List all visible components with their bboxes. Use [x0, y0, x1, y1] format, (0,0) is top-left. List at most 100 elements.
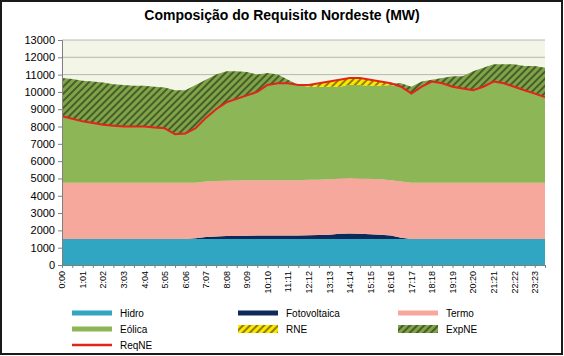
tick-mark [154, 265, 155, 268]
tick-mark [93, 265, 94, 268]
x-tick: 9:09 [242, 265, 252, 289]
tick-mark [226, 265, 227, 268]
x-tick: 5:05 [160, 265, 170, 289]
legend-label: Eólica [120, 324, 148, 335]
area-series [62, 64, 545, 134]
legend-swatch [398, 311, 438, 316]
tick-mark [463, 265, 464, 268]
chart-svg: 0100020003000400050006000700080009000100… [0, 0, 564, 356]
x-tick [422, 265, 423, 268]
tick-mark [381, 265, 382, 268]
legend-swatch [72, 344, 112, 347]
x-tick [442, 265, 443, 268]
tick-label: 10000 [24, 86, 55, 98]
y-axis: 0100020003000400050006000700080009000100… [24, 34, 62, 271]
x-tick [196, 265, 197, 268]
legend-label: Termo [446, 308, 474, 319]
area-series [62, 239, 545, 265]
legend-swatch [238, 311, 278, 316]
tick-mark [62, 265, 63, 268]
y-tick: 5000 [31, 172, 62, 184]
y-tick: 3000 [31, 207, 62, 219]
tick-label: 6:06 [181, 271, 191, 289]
tick-mark [58, 213, 62, 214]
y-tick: 6000 [31, 155, 62, 167]
tick-mark [58, 265, 62, 266]
tick-mark [339, 265, 340, 268]
x-tick [504, 265, 505, 268]
y-tick: 2000 [31, 224, 62, 236]
area-series [62, 178, 545, 239]
tick-mark [58, 57, 62, 58]
tick-label: 3:03 [119, 271, 129, 289]
tick-label: 10:10 [263, 271, 273, 294]
tick-label: 8000 [31, 121, 55, 133]
y-tick: 12000 [24, 51, 62, 63]
x-tick: 13:13 [325, 265, 335, 294]
y-tick: 8000 [31, 121, 62, 133]
x-tick [134, 265, 135, 268]
legend-item: Fotovoltaica [238, 308, 340, 319]
x-tick: 14:14 [345, 265, 355, 294]
tick-label: 1000 [31, 242, 55, 254]
tick-mark [58, 109, 62, 110]
legend-item: ReqNE [72, 340, 153, 351]
tick-mark [103, 265, 104, 268]
tick-mark [237, 265, 238, 268]
tick-label: 22:22 [510, 271, 520, 294]
tick-mark [216, 265, 217, 268]
tick-label: 15:15 [366, 271, 376, 294]
tick-mark [58, 230, 62, 231]
tick-mark [370, 265, 371, 268]
tick-label: 12000 [24, 51, 55, 63]
tick-mark [329, 265, 330, 268]
tick-mark [58, 144, 62, 145]
x-tick [237, 265, 238, 268]
tick-mark [473, 265, 474, 268]
x-tick [216, 265, 217, 268]
legend-swatch [72, 311, 112, 316]
x-tick: 0:00 [57, 265, 67, 289]
y-tick: 0 [49, 259, 62, 271]
tick-mark [247, 265, 248, 268]
x-tick [463, 265, 464, 268]
tick-label: 23:23 [530, 271, 540, 294]
tick-mark [58, 178, 62, 179]
legend-item: ExpNE [398, 324, 477, 335]
y-tick: 4000 [31, 190, 62, 202]
tick-mark [278, 265, 279, 268]
tick-label: 11000 [25, 69, 55, 81]
tick-mark [175, 265, 176, 268]
tick-label: 5000 [31, 172, 55, 184]
tick-label: 7000 [31, 138, 55, 150]
tick-mark [535, 265, 536, 268]
tick-label: 14:14 [345, 271, 355, 294]
tick-label: 6000 [31, 155, 55, 167]
tick-label: 19:19 [448, 271, 458, 294]
chart-frame [1, 1, 562, 354]
tick-mark [350, 265, 351, 268]
legend-label: Hidro [120, 308, 144, 319]
tick-label: 3000 [31, 207, 55, 219]
tick-mark [494, 265, 495, 268]
tick-label: 0 [49, 259, 55, 271]
x-tick [154, 265, 155, 268]
tick-mark [58, 40, 62, 41]
chart-container: 0100020003000400050006000700080009000100… [0, 0, 564, 356]
y-tick: 10000 [24, 86, 62, 98]
tick-mark [58, 75, 62, 76]
tick-mark [58, 92, 62, 93]
legend-item: Eólica [72, 324, 148, 335]
tick-label: 2:02 [98, 271, 108, 289]
tick-mark [134, 265, 135, 268]
tick-mark [72, 265, 73, 268]
plot-marks [62, 64, 545, 265]
x-tick: 12:12 [304, 265, 314, 294]
tick-mark [514, 265, 515, 268]
x-tick: 21:21 [489, 265, 499, 294]
tick-label: 13000 [24, 34, 55, 46]
tick-mark [58, 161, 62, 162]
tick-mark [483, 265, 484, 268]
tick-mark [196, 265, 197, 268]
tick-mark [524, 265, 525, 268]
